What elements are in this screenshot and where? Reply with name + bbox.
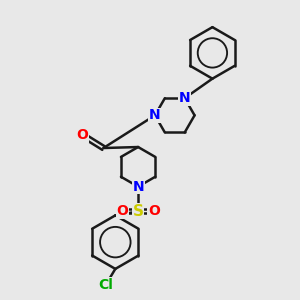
Text: O: O [77, 128, 88, 142]
Text: O: O [116, 204, 128, 218]
Text: S: S [133, 204, 144, 219]
Text: N: N [132, 180, 144, 194]
Text: O: O [148, 204, 160, 218]
Text: N: N [179, 91, 190, 105]
Text: N: N [149, 108, 161, 122]
Text: Cl: Cl [98, 278, 113, 292]
